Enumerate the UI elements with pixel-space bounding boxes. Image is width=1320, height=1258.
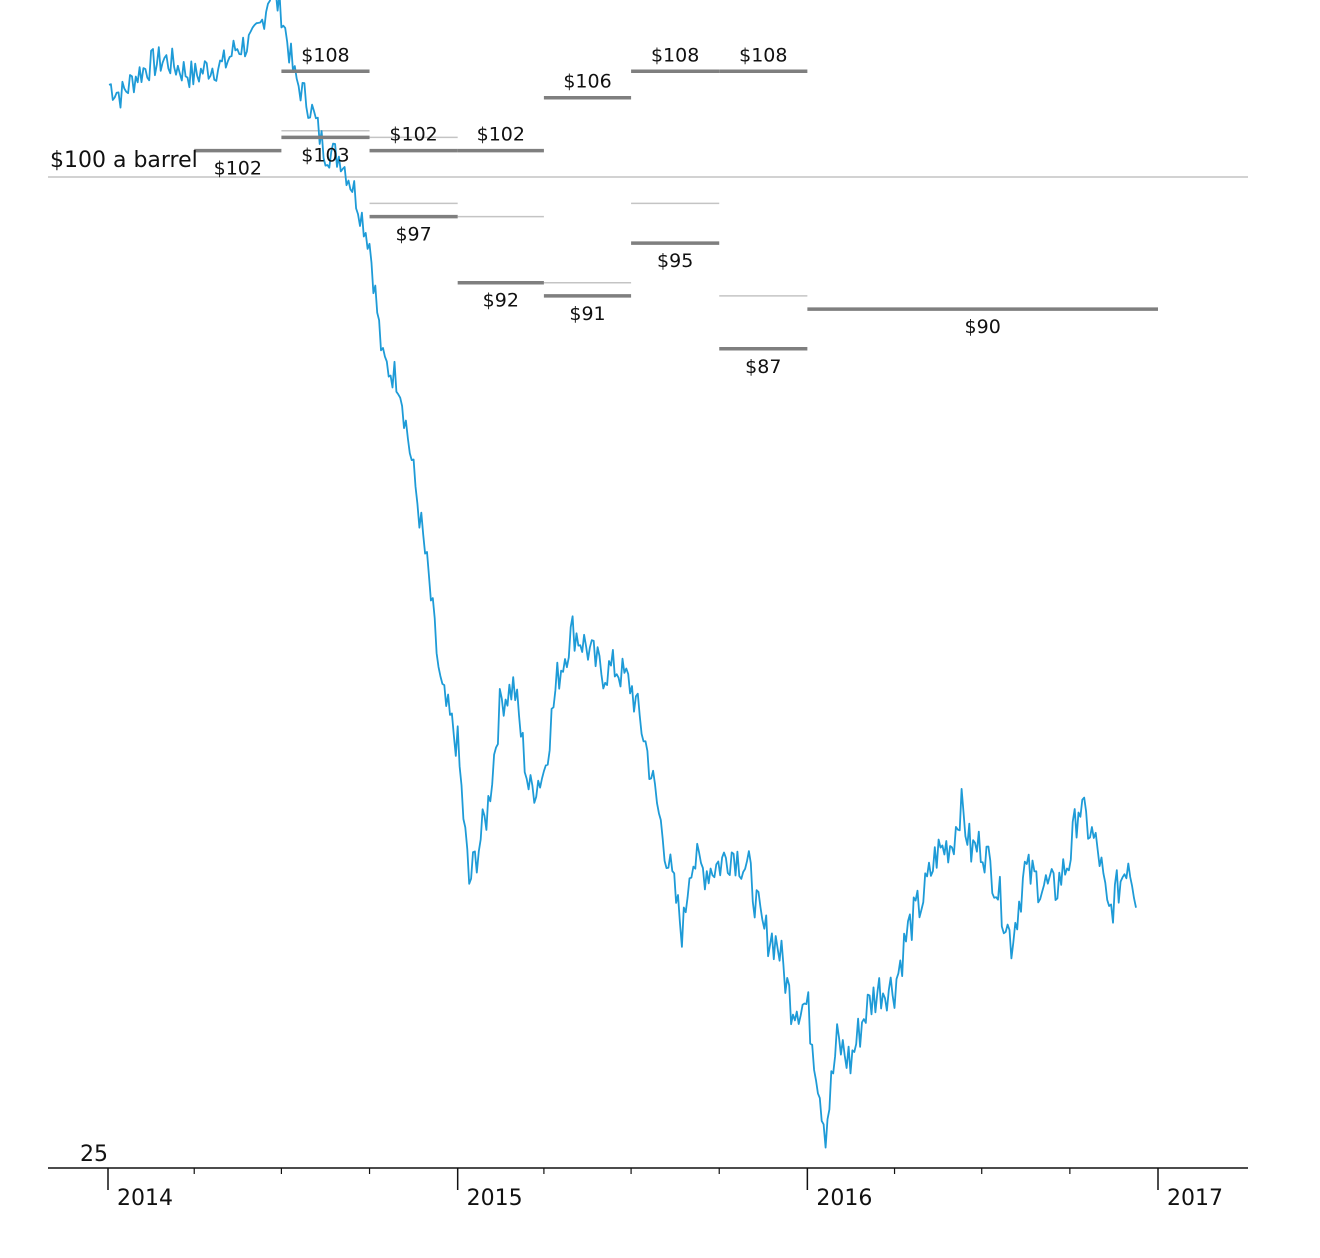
forecast-label: $106 (563, 71, 611, 93)
forecast-label: $102 (214, 158, 262, 180)
forecast-label: $97 (395, 224, 431, 246)
forecast-label: $92 (483, 290, 519, 312)
y-axis-min-label: 25 (80, 1142, 108, 1167)
forecast-label: $103 (301, 144, 349, 166)
forecast-label: $102 (477, 124, 525, 146)
x-tick-label: 2015 (467, 1186, 523, 1211)
forecast-label: $95 (657, 250, 693, 272)
forecast-labels: $102 $108 $103 $102 $97 $102 $92 $106 $91 $108 $95… (214, 44, 1001, 377)
x-axis: 2014 2015 2016 2017 (48, 1167, 1248, 1211)
x-tick-label: 2017 (1167, 1186, 1223, 1211)
price-series (108, 0, 1137, 1149)
x-tick-label: 2016 (816, 1186, 872, 1211)
forecast-label: $102 (389, 124, 437, 146)
forecast-label: $91 (569, 303, 605, 325)
forecast-label: $87 (745, 356, 781, 378)
reference-line-label: $100 a barrel (50, 148, 198, 173)
forecast-label: $90 (965, 316, 1001, 338)
forecast-label: $108 (651, 44, 699, 66)
x-tick-label: 2014 (117, 1186, 173, 1211)
forecast-label: $108 (739, 44, 787, 66)
previous-forecasts (281, 130, 808, 297)
forecast-bars (194, 69, 1158, 351)
price-line (108, 0, 1137, 1149)
forecast-label: $108 (301, 44, 349, 66)
